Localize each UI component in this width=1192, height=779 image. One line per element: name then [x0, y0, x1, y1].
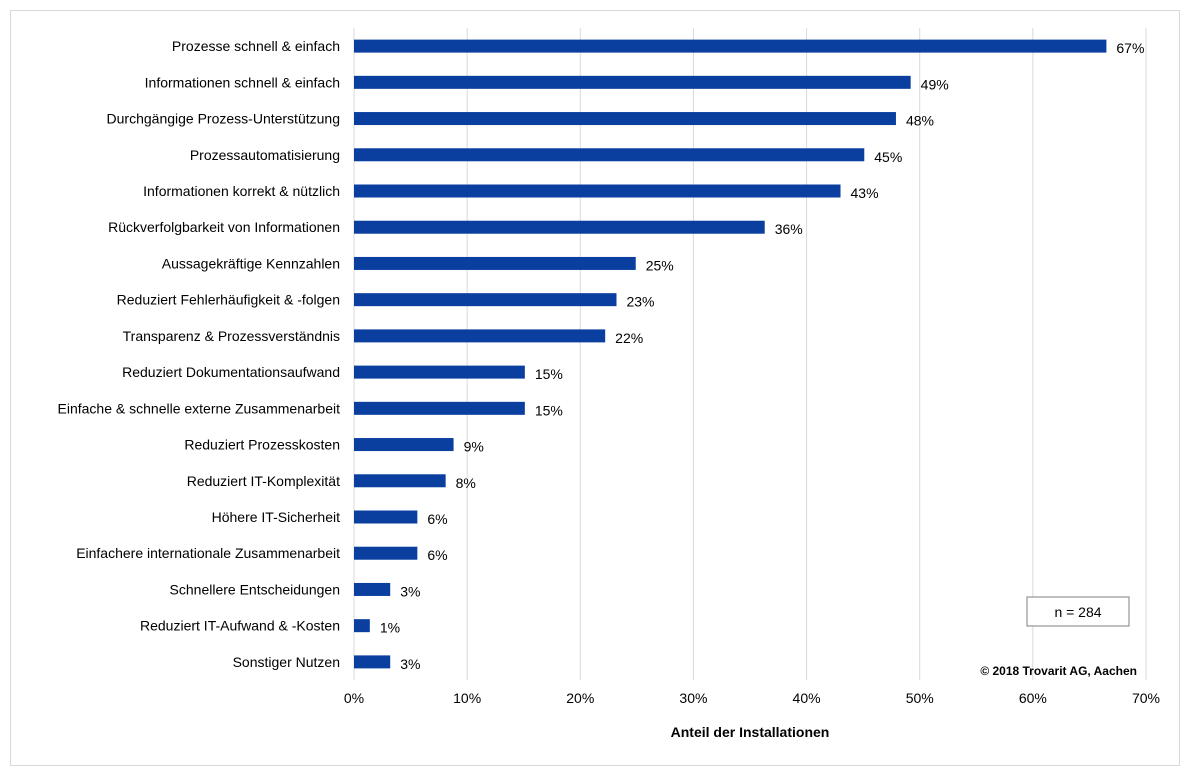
n-annotation-box	[1026, 596, 1130, 627]
bar	[354, 148, 865, 162]
x-axis-label: Anteil der Installationen	[671, 724, 830, 740]
x-tick-label: 0%	[344, 690, 364, 706]
bar	[354, 438, 454, 452]
category-label: Reduziert Prozesskosten	[184, 437, 340, 453]
x-tick-label: 70%	[1132, 690, 1160, 706]
category-label: Informationen schnell & einfach	[145, 74, 340, 90]
bar	[354, 256, 636, 270]
value-label: 6%	[427, 511, 447, 527]
value-label: 36%	[775, 221, 803, 237]
bar	[354, 112, 896, 126]
chart-frame	[10, 10, 1180, 766]
bar	[354, 619, 370, 633]
bar	[354, 546, 418, 560]
value-label: 48%	[906, 113, 934, 129]
category-label: Schnellere Entscheidungen	[170, 581, 340, 597]
category-label: Informationen korrekt & nützlich	[143, 183, 340, 199]
value-label: 6%	[427, 547, 447, 563]
x-tick-label: 20%	[566, 690, 594, 706]
value-labels: 67% 49% 48% 45% 43% 36% 25% 23% 22% 15% 15% 9% 8% 6% 6…	[380, 40, 1145, 672]
category-label: Aussagekräftige Kennzahlen	[162, 255, 340, 271]
category-label: Transparenz & Prozessverständnis	[123, 328, 340, 344]
category-label: Reduziert IT-Komplexität	[187, 473, 340, 489]
bar	[354, 75, 911, 89]
value-label: 3%	[400, 583, 420, 599]
value-label: 15%	[535, 402, 563, 418]
x-tick-labels: 0% 10% 20% 30% 40% 50% 60% 70%	[344, 690, 1160, 706]
bar	[354, 220, 765, 234]
value-label: 1%	[380, 620, 400, 636]
value-label: 45%	[874, 149, 902, 165]
bar	[354, 474, 446, 488]
bar	[354, 401, 525, 415]
value-label: 22%	[615, 330, 643, 346]
category-label: Einfachere internationale Zusammenarbeit	[76, 545, 340, 561]
x-tick-label: 50%	[906, 690, 934, 706]
category-label: Reduziert IT-Aufwand & -Kosten	[140, 618, 340, 634]
value-label: 15%	[535, 366, 563, 382]
bars	[354, 39, 1107, 669]
category-label: Prozesse schnell & einfach	[172, 38, 340, 54]
n-annotation: n = 284	[1054, 604, 1101, 620]
category-label: Einfache & schnelle externe Zusammenarbe…	[58, 400, 341, 416]
value-label: 49%	[921, 76, 949, 92]
x-tick-label: 60%	[1019, 690, 1047, 706]
category-labels: Prozesse schnell & einfach Informationen …	[58, 38, 341, 670]
value-label: 3%	[400, 656, 420, 672]
bar	[354, 293, 617, 307]
value-label: 23%	[626, 294, 654, 310]
value-label: 43%	[851, 185, 879, 201]
category-label: Rückverfolgbarkeit von Informationen	[108, 219, 340, 235]
x-tick-label: 30%	[679, 690, 707, 706]
gridlines	[353, 28, 1147, 680]
bar	[354, 365, 525, 379]
value-label: 9%	[464, 439, 484, 455]
category-label: Prozessautomatisierung	[190, 147, 340, 163]
bar	[354, 39, 1107, 53]
category-label: Durchgängige Prozess-Unterstützung	[107, 111, 340, 127]
bar	[354, 510, 418, 524]
value-label: 8%	[456, 475, 476, 491]
x-tick-label: 10%	[453, 690, 481, 706]
bar	[354, 582, 391, 596]
x-tick-label: 40%	[793, 690, 821, 706]
value-label: 25%	[646, 257, 674, 273]
category-label: Sonstiger Nutzen	[233, 654, 340, 670]
bar	[354, 184, 841, 198]
value-label: 67%	[1116, 40, 1144, 56]
category-label: Reduziert Dokumentationsaufwand	[122, 364, 340, 380]
bar	[354, 329, 606, 343]
copyright-notice: © 2018 Trovarit AG, Aachen	[980, 664, 1137, 678]
category-label: Reduziert Fehlerhäufigkeit & -folgen	[117, 292, 340, 308]
category-label: Höhere IT-Sicherheit	[212, 509, 341, 525]
bar	[354, 655, 391, 669]
